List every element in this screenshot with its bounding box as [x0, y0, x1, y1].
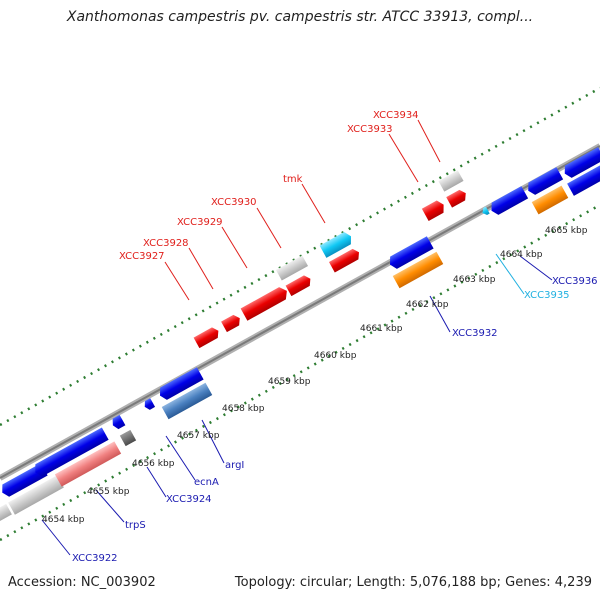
gene-label[interactable]: XCC3932 — [452, 328, 498, 339]
map-title: Xanthomonas campestris pv. campestris st… — [66, 9, 534, 25]
gene-XCC3924[interactable] — [110, 414, 126, 431]
gene-XCC3934[interactable] — [446, 188, 468, 208]
gene-label[interactable]: trpS — [125, 520, 146, 531]
ruler-labels: 4654 kbp 4655 kbp 4656 kbp 4657 kbp 4658… — [42, 226, 588, 525]
accession-text: Accession: NC_003902 — [8, 575, 156, 590]
outer-tick-track — [0, 86, 600, 427]
gene-grey-forward-1[interactable] — [275, 255, 309, 281]
ruler-label: 4656 kbp — [132, 459, 175, 469]
ruler-label: 4663 kbp — [453, 275, 496, 285]
gene-XCC3922[interactable] — [32, 427, 109, 478]
forward-gene-labels: XCC3927 XCC3928 XCC3929 XCC3930 tmk XCC3… — [119, 110, 419, 262]
gene-label[interactable]: XCC3929 — [177, 217, 223, 228]
gene-blue-reverse-11[interactable] — [561, 147, 600, 180]
gene-grey-reverse-0[interactable] — [0, 503, 12, 523]
forward-genes — [193, 170, 468, 349]
cyan-label-leader — [495, 253, 525, 295]
ruler-label: 4655 kbp — [87, 487, 130, 497]
gene-label[interactable]: XCC3924 — [166, 494, 212, 505]
gene-label[interactable]: XCC3934 — [373, 110, 419, 121]
gene-XCC3933[interactable] — [421, 199, 447, 221]
ruler-label: 4664 kbp — [500, 250, 543, 260]
ruler-label: 4659 kbp — [268, 377, 311, 387]
gene-XCC3927[interactable] — [193, 325, 222, 349]
topology-text: Topology: circular; Length: 5,076,188 bp… — [234, 575, 592, 590]
gene-label[interactable]: XCC3930 — [211, 197, 257, 208]
gene-XCC3928[interactable] — [221, 313, 243, 333]
gene-label[interactable]: XCC3922 — [72, 553, 118, 564]
gene-grey-reverse-1[interactable] — [8, 475, 64, 515]
ruler-label: 4654 kbp — [42, 515, 85, 525]
gene-label[interactable]: XCC3927 — [119, 251, 165, 262]
reverse-genes — [0, 147, 600, 523]
gene-XCC3932[interactable] — [387, 236, 434, 271]
ruler-label: 4665 kbp — [545, 226, 588, 236]
gene-orange-reverse[interactable] — [392, 251, 444, 289]
gene-XCC3930[interactable] — [285, 273, 314, 297]
gene-XCC3935[interactable] — [481, 206, 490, 217]
gene-orange-reverse-2[interactable] — [531, 185, 569, 215]
gene-argI[interactable] — [161, 382, 213, 420]
gene-blue-reverse-10[interactable] — [525, 167, 564, 197]
gene-label[interactable]: XCC3936 — [552, 276, 598, 287]
gene-XCC3929[interactable] — [240, 285, 291, 321]
gene-tmk[interactable] — [319, 230, 355, 258]
gene-blue-reverse-5[interactable] — [157, 367, 204, 402]
forward-label-leaders — [164, 119, 441, 301]
gene-label[interactable]: ecnA — [194, 477, 219, 488]
gene-label[interactable]: XCC3935 — [524, 290, 570, 301]
gene-grey-forward-2[interactable] — [438, 170, 464, 192]
ruler-label: 4657 kbp — [177, 431, 220, 441]
gene-dark-reverse[interactable] — [119, 429, 137, 447]
gene-XCC3936[interactable] — [488, 186, 529, 217]
gene-trpS[interactable] — [54, 441, 122, 487]
gene-blue-reverse-12[interactable] — [567, 164, 600, 196]
reverse-gene-labels: XCC3922 trpS XCC3924 ecnA argI XCC3932 X… — [72, 276, 598, 564]
ruler-label: 4661 kbp — [360, 324, 403, 334]
reverse-label-leaders — [41, 255, 553, 556]
gene-red-forward-6[interactable] — [328, 247, 362, 273]
gene-ecnA[interactable] — [142, 398, 156, 411]
ruler-label: 4660 kbp — [314, 351, 357, 361]
ruler-label: 4662 kbp — [406, 300, 449, 310]
gene-label[interactable]: argI — [225, 460, 244, 471]
ruler-label: 4658 kbp — [222, 404, 265, 414]
gene-label[interactable]: XCC3933 — [347, 124, 393, 135]
gene-label[interactable]: tmk — [283, 174, 303, 185]
gene-label[interactable]: XCC3928 — [143, 238, 189, 249]
